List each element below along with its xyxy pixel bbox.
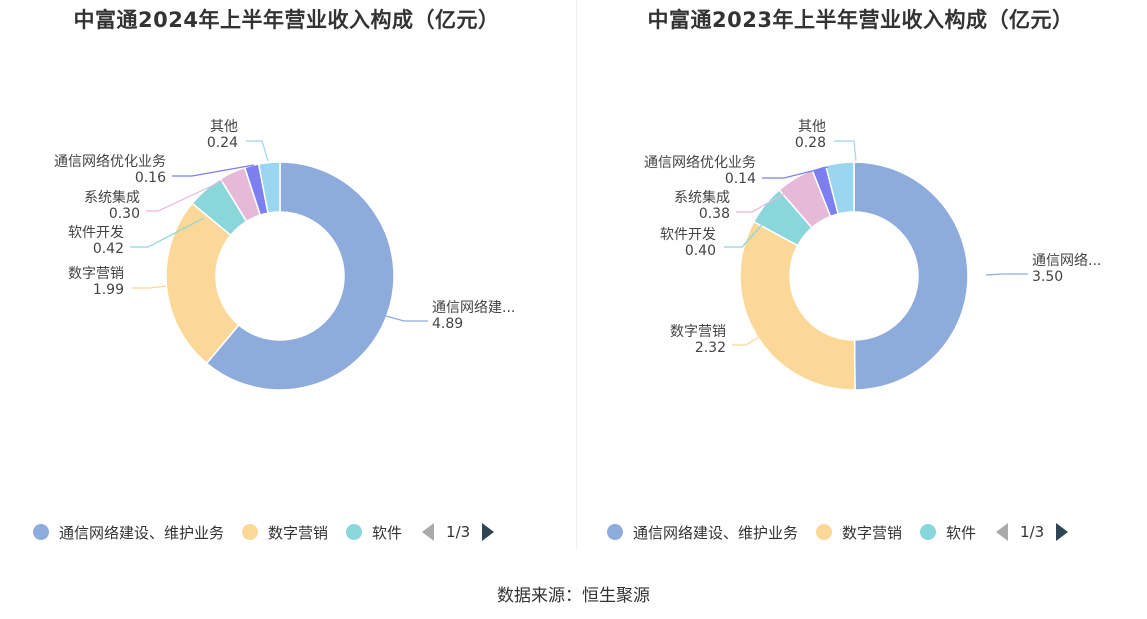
slice-value-label: 0.24	[207, 135, 238, 151]
slice-value-label: 1.99	[93, 282, 124, 298]
legend-label: 通信网络建设、维护业务	[633, 523, 799, 542]
label-leader-line	[732, 329, 771, 346]
panel-divider	[576, 0, 577, 550]
legend-item[interactable]: 数字营销	[242, 522, 328, 543]
legend-label: 软件	[372, 523, 403, 542]
slice-value-label: 0.40	[685, 243, 716, 259]
slice-value-label: 2.32	[695, 340, 726, 356]
slice-value-label: 0.30	[109, 206, 140, 222]
label-leader-line	[246, 140, 269, 162]
slice-value-label: 3.50	[1032, 269, 1063, 285]
chart-legend: 通信网络建设、维护业务 数字营销 软件 1/3	[607, 519, 1069, 545]
slice-name-label: 其他	[798, 119, 826, 135]
data-source: 数据来源：恒生聚源	[497, 586, 650, 606]
legend-label: 数字营销	[268, 523, 329, 542]
slice-name-label: 软件开发	[660, 227, 716, 243]
label-leader-line	[130, 217, 205, 248]
legend-pager: 1/3	[996, 523, 1069, 541]
legend-pager: 1/3	[422, 523, 495, 541]
legend-marker	[920, 524, 937, 540]
slice-value-label: 0.16	[135, 170, 166, 186]
chart-legend: 通信网络建设、维护业务 数字营销 软件 1/3	[33, 519, 495, 545]
legend-item[interactable]: 软件	[920, 522, 976, 543]
chart-title: 中富通2023年上半年营业收入构成（亿元）	[647, 8, 1074, 32]
chart-title: 中富通2024年上半年营业收入构成（亿元）	[73, 8, 500, 32]
slice-name-label: 数字营销	[68, 266, 124, 282]
label-leader-line	[724, 206, 779, 248]
slice-value-label: 0.42	[93, 241, 124, 257]
slice-name-label: 数字营销	[670, 324, 726, 340]
pie-slice	[205, 161, 395, 391]
legend-marker	[607, 524, 623, 540]
slice-name-label: 软件开发	[68, 225, 124, 241]
legend-marker	[816, 524, 833, 540]
legend-label: 数字营销	[842, 523, 903, 542]
slice-name-label: 系统集成	[674, 189, 730, 206]
slice-value-label: 0.38	[699, 206, 730, 222]
slice-value-label: 4.89	[432, 316, 463, 332]
label-leader-line	[172, 164, 255, 177]
slice-name-label: 系统集成	[84, 189, 140, 206]
legend-marker	[33, 524, 49, 540]
chart-panel-2024: 中富通2024年上半年营业收入构成（亿元） 通信网络建... 4.89 数字营销 1.…	[0, 0, 573, 555]
pie-slice	[824, 161, 855, 215]
legend-item[interactable]: 数字营销	[816, 522, 902, 543]
slice-name-label: 其他	[210, 119, 238, 135]
pager-prev-icon[interactable]	[996, 523, 1009, 541]
legend-marker	[346, 524, 363, 540]
legend-label: 软件	[946, 523, 977, 542]
slice-value-label: 0.28	[795, 135, 826, 151]
legend-item[interactable]: 通信网络建设、维护业务	[607, 522, 798, 543]
label-leader-line	[146, 176, 232, 212]
slice-name-label: 通信网络...	[1032, 253, 1101, 269]
label-leader-line	[132, 285, 167, 289]
pager-prev-icon[interactable]	[422, 523, 435, 541]
pie-slice	[739, 220, 856, 391]
legend-item[interactable]: 通信网络建设、维护业务	[33, 522, 224, 543]
pie-slice	[853, 161, 969, 391]
pager-text: 1/3	[1020, 523, 1045, 541]
legend-marker	[242, 524, 259, 540]
slice-value-label: 0.14	[725, 171, 756, 187]
legend-item[interactable]: 软件	[346, 522, 402, 543]
pie-slice	[165, 202, 240, 365]
legend-label: 通信网络建设、维护业务	[59, 523, 225, 542]
pie-slice	[257, 161, 281, 215]
label-leader-line	[736, 180, 808, 213]
pager-text: 1/3	[446, 523, 471, 541]
pager-next-icon[interactable]	[1056, 523, 1069, 541]
label-leader-line	[985, 273, 1028, 276]
chart-panel-2023: 中富通2023年上半年营业收入构成（亿元） 通信网络... 3.50 数字营销 2.3…	[574, 0, 1147, 555]
pager-next-icon[interactable]	[482, 523, 495, 541]
label-leader-line	[762, 166, 829, 179]
slice-name-label: 通信网络优化业务	[54, 154, 166, 170]
label-leader-line	[385, 315, 428, 322]
label-leader-line	[834, 140, 857, 162]
slice-name-label: 通信网络建...	[432, 300, 515, 316]
slice-name-label: 通信网络优化业务	[644, 155, 756, 171]
